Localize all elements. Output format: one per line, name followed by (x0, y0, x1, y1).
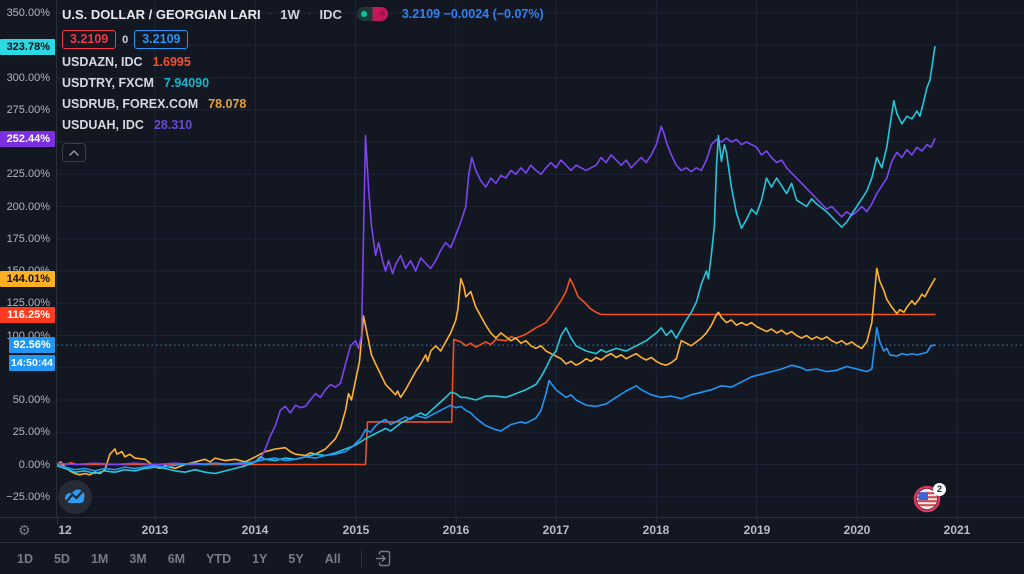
range-button-5y[interactable]: 5Y (281, 548, 310, 570)
legend-row-usduah: USDUAH, IDC 28.310 (62, 114, 246, 135)
range-button-6m[interactable]: 6M (161, 548, 192, 570)
series-line-usduah (55, 125, 936, 466)
time-axis-label: 2013 (141, 523, 169, 537)
time-axis-label: 2021 (943, 523, 971, 537)
time-axis-label: 2015 (342, 523, 370, 537)
price-badge-usdgel: 92.56% (9, 337, 55, 354)
price-badge-usdtry: 323.78% (0, 38, 55, 55)
time-axis-label: 2020 (843, 523, 871, 537)
chevron-up-icon (69, 149, 79, 156)
time-axis[interactable]: ⚙ 12 2013 2014 2015 2016 2017 2018 2019 2020 2021 (0, 517, 1024, 543)
price-axis-label: 275.00% (6, 103, 50, 116)
series-line-usdazn (55, 277, 936, 466)
toolbar-divider (360, 549, 362, 568)
range-button-1y[interactable]: 1Y (245, 548, 274, 570)
last-price: 3.2109 (401, 7, 441, 21)
legend-row-usdazn: USDAZN, IDC 1.6995 (62, 51, 246, 72)
buy-button[interactable]: 3.2109 (134, 30, 189, 49)
range-button-1d[interactable]: 1D (10, 548, 40, 570)
chart-header: U.S. DOLLAR / GEORGIAN LARI · 1W · IDC ≋… (62, 5, 544, 49)
economic-events-flag[interactable]: 2 (913, 483, 947, 514)
legend-symbol[interactable]: USDTRY, FXCM (62, 75, 154, 90)
legend-collapse-button[interactable] (62, 143, 86, 162)
market-status-toggle[interactable]: ≋ (356, 7, 388, 21)
legend-value: 78.078 (208, 96, 247, 111)
time-axis-tick (957, 518, 958, 522)
price-badge-usdrub: 144.01% (0, 270, 55, 287)
range-button-5d[interactable]: 5D (47, 548, 77, 570)
time-axis-tick (857, 518, 858, 522)
tradingview-cloud-icon (64, 488, 86, 504)
time-axis-label: 2014 (241, 523, 269, 537)
title-separator: · (307, 8, 312, 20)
price-change: −0.0024 (−0.07%) (443, 7, 544, 21)
time-axis-tick (757, 518, 758, 522)
time-axis-label: 2017 (542, 523, 570, 537)
chart-grid (57, 0, 1024, 517)
symbol-title[interactable]: U.S. DOLLAR / GEORGIAN LARI (62, 6, 261, 22)
price-axis-label: 300.00% (6, 71, 50, 84)
price-axis-label: 0.00% (18, 458, 50, 471)
time-axis-label: 2018 (642, 523, 670, 537)
title-separator: · (268, 8, 273, 20)
legend-value: 1.6995 (152, 54, 191, 69)
range-button-all[interactable]: All (318, 548, 348, 570)
range-button-1m[interactable]: 1M (84, 548, 115, 570)
price-axis-label: 125.00% (6, 297, 50, 310)
us-flag-icon (913, 485, 941, 513)
time-axis-tick (356, 518, 357, 522)
legend-row-usdtry: USDTRY, FXCM 7.94090 (62, 72, 246, 93)
price-axis-label: −25.00% (6, 490, 50, 503)
range-toolbar: 1D 5D 1M 3M 6M YTD 1Y 5Y All (0, 543, 1024, 574)
go-to-date-icon[interactable] (374, 549, 393, 568)
last-price-and-change: 3.2109 −0.0024 (−0.07%) (402, 7, 544, 21)
price-axis-label: 50.00% (12, 394, 50, 406)
time-axis-label: 2019 (743, 523, 771, 537)
notification-waves-icon: ≋ (379, 9, 386, 18)
time-axis-tick (656, 518, 657, 522)
series-line-usdrub (55, 267, 936, 476)
time-axis-tick (456, 518, 457, 522)
price-axis-label: 175.00% (6, 232, 50, 245)
price-axis-label: 350.00% (6, 7, 50, 19)
time-axis-tick (556, 518, 557, 522)
legend-symbol[interactable]: USDUAH, IDC (62, 117, 144, 132)
legend-symbol[interactable]: USDRUB, FOREX.COM (62, 96, 199, 111)
time-axis-tick (155, 518, 156, 522)
market-open-dot-icon (360, 11, 367, 17)
interval-button[interactable]: 1W (280, 6, 300, 22)
legend-value: 28.310 (153, 117, 193, 132)
legend-value: 7.94090 (163, 75, 210, 90)
time-axis-tick (255, 518, 256, 522)
time-settings-gear-icon[interactable]: ⚙ (18, 522, 31, 538)
axis-corner-tick (57, 518, 58, 524)
exchange-label[interactable]: IDC (319, 6, 342, 22)
series-line-usdgel (55, 326, 936, 472)
sell-button[interactable]: 3.2109 (62, 30, 117, 49)
price-axis-label: 200.00% (6, 200, 50, 213)
compare-legend: USDAZN, IDC 1.6995 USDTRY, FXCM 7.94090 USDR… (62, 51, 246, 162)
price-badge-usduah: 252.44% (0, 130, 55, 147)
bar-countdown-badge: 14:50:44 (9, 354, 55, 371)
series-line-usdtry (55, 45, 936, 475)
price-badge-usdazn: 116.25% (0, 306, 55, 323)
events-count-badge: 2 (933, 483, 946, 496)
time-axis-label: 2016 (442, 523, 470, 537)
time-axis-label: 12 (58, 523, 72, 537)
price-axis[interactable]: 350.00% 300.00% 275.00% 225.00% 200.00% 175.0… (0, 0, 57, 543)
spread-value: 0 (122, 33, 129, 46)
range-button-ytd[interactable]: YTD (199, 548, 238, 570)
price-axis-label: 25.00% (12, 426, 50, 439)
price-axis-label: 225.00% (6, 168, 50, 181)
legend-row-usdrub: USDRUB, FOREX.COM 78.078 (62, 93, 246, 114)
legend-symbol[interactable]: USDAZN, IDC (62, 54, 143, 69)
chart-canvas[interactable] (0, 0, 1024, 517)
range-button-3m[interactable]: 3M (122, 548, 153, 570)
tradingview-logo[interactable] (58, 480, 92, 514)
